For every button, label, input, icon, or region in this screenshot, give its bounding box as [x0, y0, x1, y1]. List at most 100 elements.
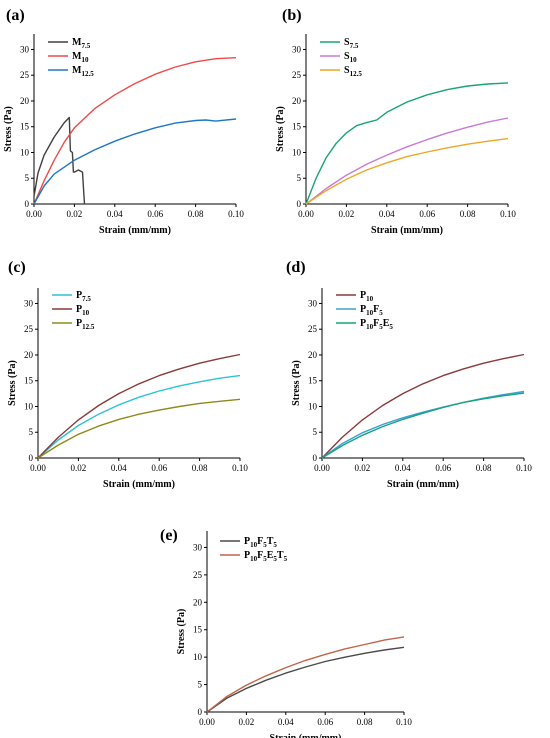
series-line-3 [321, 392, 525, 459]
y-tick-label: 10 [24, 401, 34, 411]
x-tick-label: 0.00 [199, 717, 215, 727]
chart-panel-1: (a) 0 5 10 15 20 25 30 0.00 0.02 0.04 0.06 0.08 0.10 S… [3, 7, 244, 236]
x-tick-label: 0.02 [239, 717, 255, 727]
x-tick-label: 0.02 [355, 463, 371, 473]
series-line-2 [37, 353, 241, 459]
y-tick-label: 10 [292, 147, 302, 157]
x-axis-title: Strain (mm/mm) [270, 733, 342, 738]
series-line-1 [37, 374, 241, 459]
panel-label: (a) [6, 7, 25, 24]
y-tick-label: 5 [297, 173, 302, 183]
panel-label: (e) [160, 527, 178, 544]
legend-label: M10 [72, 51, 89, 64]
legend-label: P10 [360, 290, 374, 303]
y-tick-label: 0 [297, 199, 302, 209]
y-tick-label: 15 [193, 625, 203, 635]
panel-label: (c) [8, 259, 26, 276]
chart-panel-3: (c) 0 5 10 15 20 25 30 0.00 0.02 0.04 0.06 0.08 0.10 S… [7, 259, 248, 490]
x-tick-label: 0.08 [192, 463, 208, 473]
chart-panel-4: (d) 0 5 10 15 20 25 30 0.00 0.02 0.04 0.06 0.08 0.10 S… [286, 259, 532, 490]
y-tick-label: 0 [29, 453, 34, 463]
x-tick-label: 0.06 [151, 463, 167, 473]
y-tick-label: 30 [292, 44, 302, 54]
x-tick-label: 0.08 [357, 717, 373, 727]
series-line-2 [305, 117, 509, 205]
panel-label: (d) [286, 259, 306, 276]
x-tick-label: 0.02 [67, 209, 83, 219]
legend-label: P12.5 [76, 318, 95, 331]
x-tick-label: 0.08 [188, 209, 204, 219]
x-tick-label: 0.04 [107, 209, 123, 219]
x-tick-label: 0.08 [476, 463, 492, 473]
x-tick-label: 0.06 [419, 209, 435, 219]
legend-label: P10F5 [360, 304, 383, 317]
x-tick-label: 0.10 [228, 209, 244, 219]
x-tick-label: 0.00 [298, 209, 314, 219]
x-tick-label: 0.00 [30, 463, 46, 473]
legend-label: P10F5T5 [244, 536, 277, 549]
y-tick-label: 30 [24, 298, 34, 308]
y-tick-label: 20 [24, 350, 34, 360]
y-tick-label: 25 [20, 70, 30, 80]
y-tick-label: 5 [313, 427, 318, 437]
legend-label: P10F5E5 [360, 318, 393, 331]
legend-label: S12.5 [344, 65, 362, 78]
series-line-3 [33, 118, 237, 205]
x-tick-label: 0.10 [232, 463, 248, 473]
y-axis-title: Stress (Pa) [3, 106, 14, 152]
series-line-3 [305, 137, 509, 205]
x-tick-label: 0.04 [379, 209, 395, 219]
chart-panel-5: (e) 0 5 10 15 20 25 30 0.00 0.02 0.04 0.06 0.08 0.10 S… [160, 527, 412, 738]
y-tick-label: 15 [20, 122, 30, 132]
y-tick-label: 15 [308, 376, 318, 386]
x-axis-title: Strain (mm/mm) [387, 479, 459, 490]
x-tick-label: 0.06 [147, 209, 163, 219]
y-axis-title: Stress (Pa) [7, 360, 18, 406]
x-tick-label: 0.00 [314, 463, 330, 473]
legend-label: P10 [76, 304, 90, 317]
x-tick-label: 0.04 [395, 463, 411, 473]
legend-label: M12.5 [72, 65, 94, 78]
series-line-2 [33, 57, 237, 205]
x-tick-label: 0.02 [71, 463, 87, 473]
series-line-3 [37, 398, 241, 459]
y-tick-label: 20 [193, 597, 203, 607]
x-tick-label: 0.08 [460, 209, 476, 219]
series-line-1 [206, 646, 405, 713]
x-tick-label: 0.10 [396, 717, 412, 727]
y-axis-title: Stress (Pa) [176, 609, 187, 655]
y-tick-label: 15 [292, 122, 302, 132]
x-tick-label: 0.04 [278, 717, 294, 727]
y-tick-label: 5 [25, 173, 30, 183]
y-tick-label: 20 [20, 96, 30, 106]
x-tick-label: 0.00 [26, 209, 42, 219]
x-tick-label: 0.06 [435, 463, 451, 473]
y-tick-label: 15 [24, 376, 34, 386]
y-tick-label: 10 [193, 652, 203, 662]
legend-label: S7.5 [344, 37, 359, 50]
chart-panel-2: (b) 0 5 10 15 20 25 30 0.00 0.02 0.04 0.06 0.08 0.10 S… [275, 7, 516, 236]
y-tick-label: 10 [308, 401, 318, 411]
legend-label: P7.5 [76, 290, 91, 303]
y-tick-label: 20 [308, 350, 318, 360]
x-tick-label: 0.10 [516, 463, 532, 473]
x-tick-label: 0.02 [339, 209, 355, 219]
x-axis-title: Strain (mm/mm) [103, 479, 175, 490]
x-tick-label: 0.06 [317, 717, 333, 727]
legend-label: S10 [344, 51, 357, 64]
y-tick-label: 25 [308, 324, 318, 334]
y-tick-label: 30 [20, 44, 30, 54]
series-line-2 [321, 390, 525, 459]
series-line-2 [206, 636, 405, 713]
y-tick-label: 0 [313, 453, 318, 463]
y-tick-label: 25 [24, 324, 34, 334]
y-tick-label: 5 [198, 680, 203, 690]
y-tick-label: 0 [25, 199, 30, 209]
series-line-1 [321, 353, 525, 459]
y-tick-label: 25 [193, 570, 203, 580]
panel-label: (b) [282, 7, 302, 24]
y-axis-title: Stress (Pa) [275, 106, 286, 152]
y-tick-label: 30 [193, 542, 203, 552]
y-tick-label: 25 [292, 70, 302, 80]
